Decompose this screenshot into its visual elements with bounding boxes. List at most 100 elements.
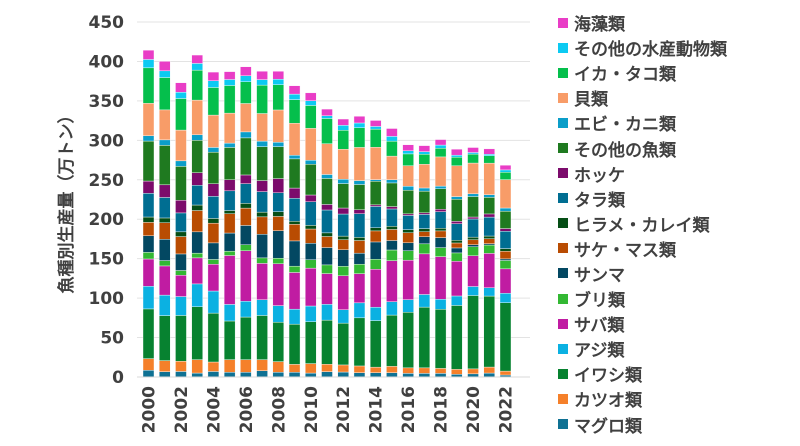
bar-segment-2007-2 (256, 315, 268, 360)
bar-segment-2016-1 (402, 367, 414, 374)
bar-segment-2005-14 (223, 85, 236, 114)
bar-segment-2017-13 (418, 164, 431, 189)
legend-label: その他の水産動物類 (574, 40, 727, 61)
bar-segment-2005-15 (223, 79, 236, 86)
legend-label: その他の魚類 (574, 140, 676, 161)
bar-segment-2019-13 (451, 165, 463, 197)
bar-segment-2006-8 (240, 203, 252, 209)
legend-item: ホッケ (558, 161, 727, 186)
bar-segment-2021-6 (483, 243, 495, 246)
bar-segment-2010-12 (305, 160, 317, 165)
bar-segment-2015-0 (386, 372, 398, 378)
bar-segment-2001-15 (159, 70, 171, 78)
bar-segment-2005-3 (223, 304, 236, 322)
bar-stack-2004 (207, 71, 220, 378)
bar-segment-2014-7 (369, 230, 382, 243)
bar-segment-2016-6 (402, 242, 414, 251)
bar-segment-2022-1 (499, 370, 512, 376)
legend-swatch-icon (558, 168, 568, 179)
bar-segment-2007-14 (256, 84, 268, 114)
bar-segment-2019-16 (451, 148, 463, 156)
bar-segment-2008-3 (272, 305, 285, 323)
bar-segment-2022-3 (499, 293, 512, 303)
bar-segment-2012-2 (337, 322, 349, 366)
bar-segment-2019-8 (451, 240, 463, 244)
bar-segment-2018-8 (434, 228, 447, 232)
bar-segment-2008-6 (272, 230, 285, 259)
bar-segment-2020-9 (467, 218, 479, 238)
bar-segment-2015-3 (386, 301, 398, 316)
bar-segment-2003-11 (191, 140, 203, 173)
bar-stack-2006 (240, 66, 252, 378)
bar-segment-2016-7 (402, 232, 414, 244)
bar-segment-2015-7 (386, 229, 398, 241)
bar-stack-2003 (191, 54, 203, 378)
bar-segment-2000-3 (142, 286, 155, 310)
bar-segment-2002-15 (175, 92, 187, 99)
bar-segment-2012-7 (337, 239, 349, 250)
bar-segment-2019-2 (451, 305, 463, 370)
bar-segment-2018-5 (434, 247, 447, 257)
bar-segment-2019-10 (451, 221, 463, 224)
bar-segment-2005-2 (223, 320, 236, 360)
y-tick-label: 400 (89, 52, 125, 72)
bar-segment-2007-10 (256, 180, 268, 192)
bar-segment-2000-5 (142, 252, 155, 260)
bar-segment-2003-0 (191, 372, 203, 378)
bar-segment-2008-14 (272, 84, 285, 111)
bar-segment-2003-3 (191, 283, 203, 307)
bar-segment-2008-7 (272, 216, 285, 231)
bar-segment-2014-1 (369, 366, 382, 373)
bar-segment-2002-3 (175, 296, 187, 316)
bar-segment-2018-4 (434, 256, 447, 300)
bar-segment-2002-2 (175, 315, 187, 362)
bar-segment-2003-6 (191, 231, 203, 254)
bar-segment-2005-8 (223, 210, 236, 214)
bar-segment-2012-16 (337, 118, 349, 126)
bar-segment-2002-1 (175, 361, 187, 372)
bar-segment-2001-3 (159, 294, 171, 316)
bar-segment-2003-16 (191, 54, 203, 64)
bar-segment-2018-15 (434, 144, 447, 149)
bar-segment-2006-16 (240, 66, 252, 77)
bar-segment-2000-1 (142, 358, 155, 371)
legend-item: タラ類 (558, 186, 727, 211)
bar-segment-2005-0 (223, 372, 236, 378)
bar-segment-2020-14 (467, 153, 479, 164)
bar-segment-2010-9 (305, 201, 317, 226)
bar-segment-2012-12 (337, 179, 349, 184)
bar-segment-2021-5 (483, 244, 495, 254)
bar-segment-2001-10 (159, 184, 171, 198)
bar-segment-2004-13 (207, 114, 220, 148)
bar-segment-2007-12 (256, 140, 268, 147)
bar-segment-2017-15 (418, 151, 431, 155)
legend-swatch-icon (558, 143, 568, 154)
bar-segment-2018-10 (434, 209, 447, 212)
bar-segment-2012-11 (337, 183, 349, 209)
bar-segment-2000-12 (142, 135, 155, 142)
bar-segment-2007-5 (256, 257, 268, 264)
x-tick-label: 2010 (302, 386, 322, 433)
bar-segment-2019-5 (451, 252, 463, 262)
bar-segment-2002-5 (175, 270, 187, 276)
bar-segment-2015-14 (386, 140, 398, 157)
bar-segment-2011-1 (321, 364, 333, 372)
bar-segment-2011-15 (321, 115, 333, 119)
bar-segment-2001-14 (159, 77, 171, 111)
bar-segment-2017-16 (418, 145, 431, 152)
legend-swatch-icon (558, 419, 568, 430)
legend-swatch-icon (558, 293, 568, 304)
bar-segment-2013-13 (353, 147, 366, 181)
bar-segment-2018-14 (434, 148, 447, 158)
bar-segment-2017-10 (418, 212, 431, 215)
x-tick-label: 2014 (367, 386, 387, 433)
bar-stack-2010 (305, 92, 317, 378)
bar-segment-2022-2 (499, 302, 512, 372)
bar-segment-2004-4 (207, 263, 220, 292)
bar-segment-2004-10 (207, 183, 220, 197)
bar-segment-2004-0 (207, 371, 220, 378)
bar-segment-2004-12 (207, 147, 220, 153)
legend-swatch-icon (558, 318, 568, 329)
bar-segment-2008-12 (272, 142, 285, 147)
bar-segment-2012-14 (337, 130, 349, 150)
